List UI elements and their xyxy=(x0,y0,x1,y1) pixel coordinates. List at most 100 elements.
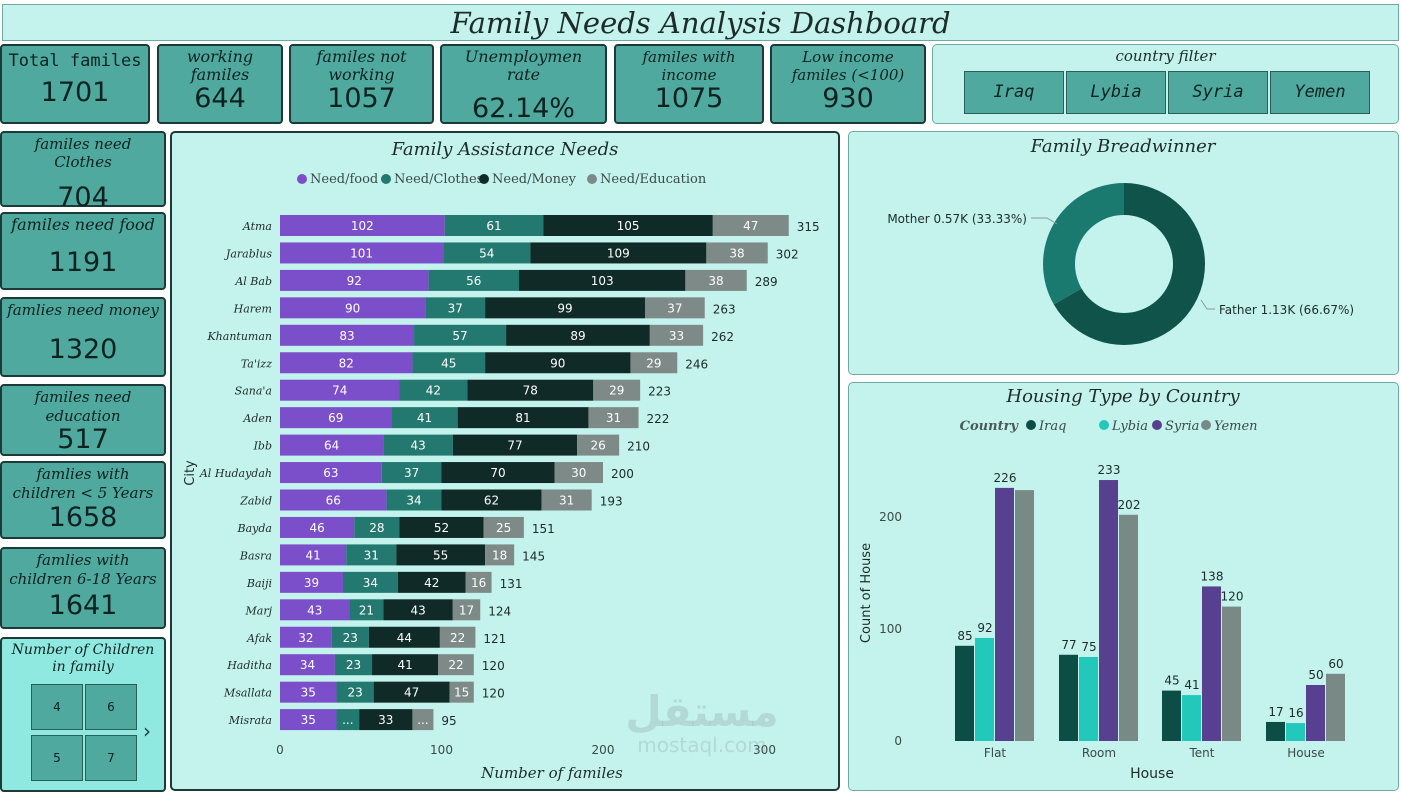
kpi-families-need-food[interactable]: familes need food 1191 xyxy=(0,212,166,290)
city-label: Afak xyxy=(246,632,272,645)
kpi-value: 704 xyxy=(57,182,109,213)
country-button-iraq[interactable]: Iraq xyxy=(964,71,1064,114)
total-label: 124 xyxy=(488,604,511,618)
data-label: 60 xyxy=(1328,657,1343,671)
children-option-5[interactable]: 5 xyxy=(31,735,83,781)
total-label: 200 xyxy=(611,467,634,481)
y-tick-label: 200 xyxy=(879,510,902,524)
kpi-families-children-6-18[interactable]: famlies with children 6-18 Years 1641 xyxy=(0,547,166,629)
kpi-unemployment-rate[interactable]: Unemploymen rate 62.14% xyxy=(440,44,607,124)
bar-segment xyxy=(280,434,384,456)
x-tick-label: 0 xyxy=(276,743,284,757)
bar-segment xyxy=(346,544,397,566)
data-label: 41 xyxy=(1184,678,1199,692)
x-tick-label: 300 xyxy=(753,743,776,757)
bar-segment xyxy=(465,571,492,593)
legend-marker xyxy=(381,174,391,184)
bar-segment xyxy=(381,462,442,484)
bar-segment xyxy=(593,379,641,401)
country-filter: country filter Iraq Lybia Syria Yemen xyxy=(932,44,1399,124)
watermark-url: mostaql.com xyxy=(637,733,767,757)
bar-segment xyxy=(280,324,415,346)
bar-segment xyxy=(506,324,650,346)
children-option-6[interactable]: 6 xyxy=(85,684,137,730)
legend-label: Need/food xyxy=(310,172,378,187)
kpi-value: 1701 xyxy=(40,77,110,108)
kpi-label: famlies need money xyxy=(7,301,159,319)
kpi-working-families[interactable]: working familes 644 xyxy=(157,44,283,124)
total-label: 151 xyxy=(532,522,555,536)
donut-slice xyxy=(1053,183,1205,345)
children-option-4[interactable]: 4 xyxy=(31,684,83,730)
bar-segment xyxy=(334,654,373,676)
city-label: Baiji xyxy=(246,577,272,590)
bar-segment xyxy=(280,269,429,291)
bar-segment xyxy=(712,215,789,236)
slice-label: Father 1.13K (66.67%) xyxy=(1219,303,1354,317)
city-label: Ta'izz xyxy=(241,357,272,370)
segment-label: 109 xyxy=(607,246,630,260)
x-tick-label: House xyxy=(1287,746,1325,760)
bar-segment xyxy=(485,297,645,319)
bar-segment xyxy=(414,324,507,346)
bar-segment xyxy=(397,571,466,593)
bar xyxy=(1015,490,1034,741)
kpi-families-children-under-5[interactable]: famlies with children < 5 Years 1658 xyxy=(0,461,166,539)
kpi-families-need-clothes[interactable]: familes need Clothes 704 xyxy=(0,131,166,213)
chart-title: Housing Type by Country xyxy=(1005,386,1240,407)
segment-label: 46 xyxy=(310,521,325,535)
segment-label: 29 xyxy=(609,384,624,398)
x-tick-label: 200 xyxy=(592,743,615,757)
country-button-yemen[interactable]: Yemen xyxy=(1270,71,1370,114)
bar-segment xyxy=(280,352,413,374)
segment-label: 56 xyxy=(466,274,481,288)
chevron-right-icon[interactable]: › xyxy=(143,719,151,743)
segment-label: 69 xyxy=(328,411,343,425)
segment-label: 31 xyxy=(606,411,621,425)
bar xyxy=(1286,723,1305,741)
bar-segment xyxy=(467,379,594,401)
bar-segment xyxy=(554,462,603,484)
segment-label: 38 xyxy=(729,246,744,260)
leader-line xyxy=(1031,217,1058,225)
kpi-label: famlies with children 6-18 Years xyxy=(9,551,157,588)
children-slicer: Number of Children in family 4 6 5 7 › xyxy=(0,637,166,792)
bar-segment xyxy=(452,434,578,456)
children-option-7[interactable]: 7 xyxy=(85,735,137,781)
data-label: 77 xyxy=(1061,638,1076,652)
data-label: 50 xyxy=(1308,668,1323,682)
segment-label: 57 xyxy=(452,329,467,343)
kpi-families-need-education[interactable]: familes need education 517 xyxy=(0,384,166,456)
x-tick-label: Tent xyxy=(1189,746,1215,760)
legend-label: Need/Clothes xyxy=(394,172,483,187)
data-label: 202 xyxy=(1118,498,1141,512)
country-button-syria[interactable]: Syria xyxy=(1168,71,1268,114)
legend-title: Country xyxy=(960,419,1020,434)
segment-label: 47 xyxy=(743,219,758,233)
bar-segment xyxy=(280,215,445,236)
segment-label: 39 xyxy=(304,576,319,590)
segment-label: 37 xyxy=(667,301,682,315)
bar-segment xyxy=(449,681,474,703)
segment-label: 66 xyxy=(326,494,341,508)
total-label: 246 xyxy=(685,357,708,371)
data-label: 16 xyxy=(1288,706,1303,720)
segment-label: 30 xyxy=(571,466,586,480)
data-label: 120 xyxy=(1221,590,1244,604)
breadwinner-panel: Family Breadwinner Mother 0.57K (33.33%) F… xyxy=(848,131,1399,375)
kpi-value: 1641 xyxy=(48,590,118,621)
kpi-value: 1658 xyxy=(48,502,118,533)
kpi-families-not-working[interactable]: familes not working 1057 xyxy=(289,44,434,124)
kpi-low-income-families[interactable]: Low income familes (<100) 930 xyxy=(770,44,926,124)
bar xyxy=(1202,586,1221,741)
kpi-families-with-income[interactable]: familes with income 1075 xyxy=(614,44,764,124)
segment-label: 35 xyxy=(301,713,316,727)
segment-label: 42 xyxy=(426,384,441,398)
kpi-families-need-money[interactable]: famlies need money 1320 xyxy=(0,297,166,377)
bar xyxy=(1162,690,1181,741)
kpi-total-families[interactable]: Total familes 1701 xyxy=(0,44,150,124)
bar-segment xyxy=(443,242,531,264)
y-axis-label: City xyxy=(183,460,198,486)
total-label: 223 xyxy=(648,385,671,399)
country-button-lybia[interactable]: Lybia xyxy=(1066,71,1166,114)
